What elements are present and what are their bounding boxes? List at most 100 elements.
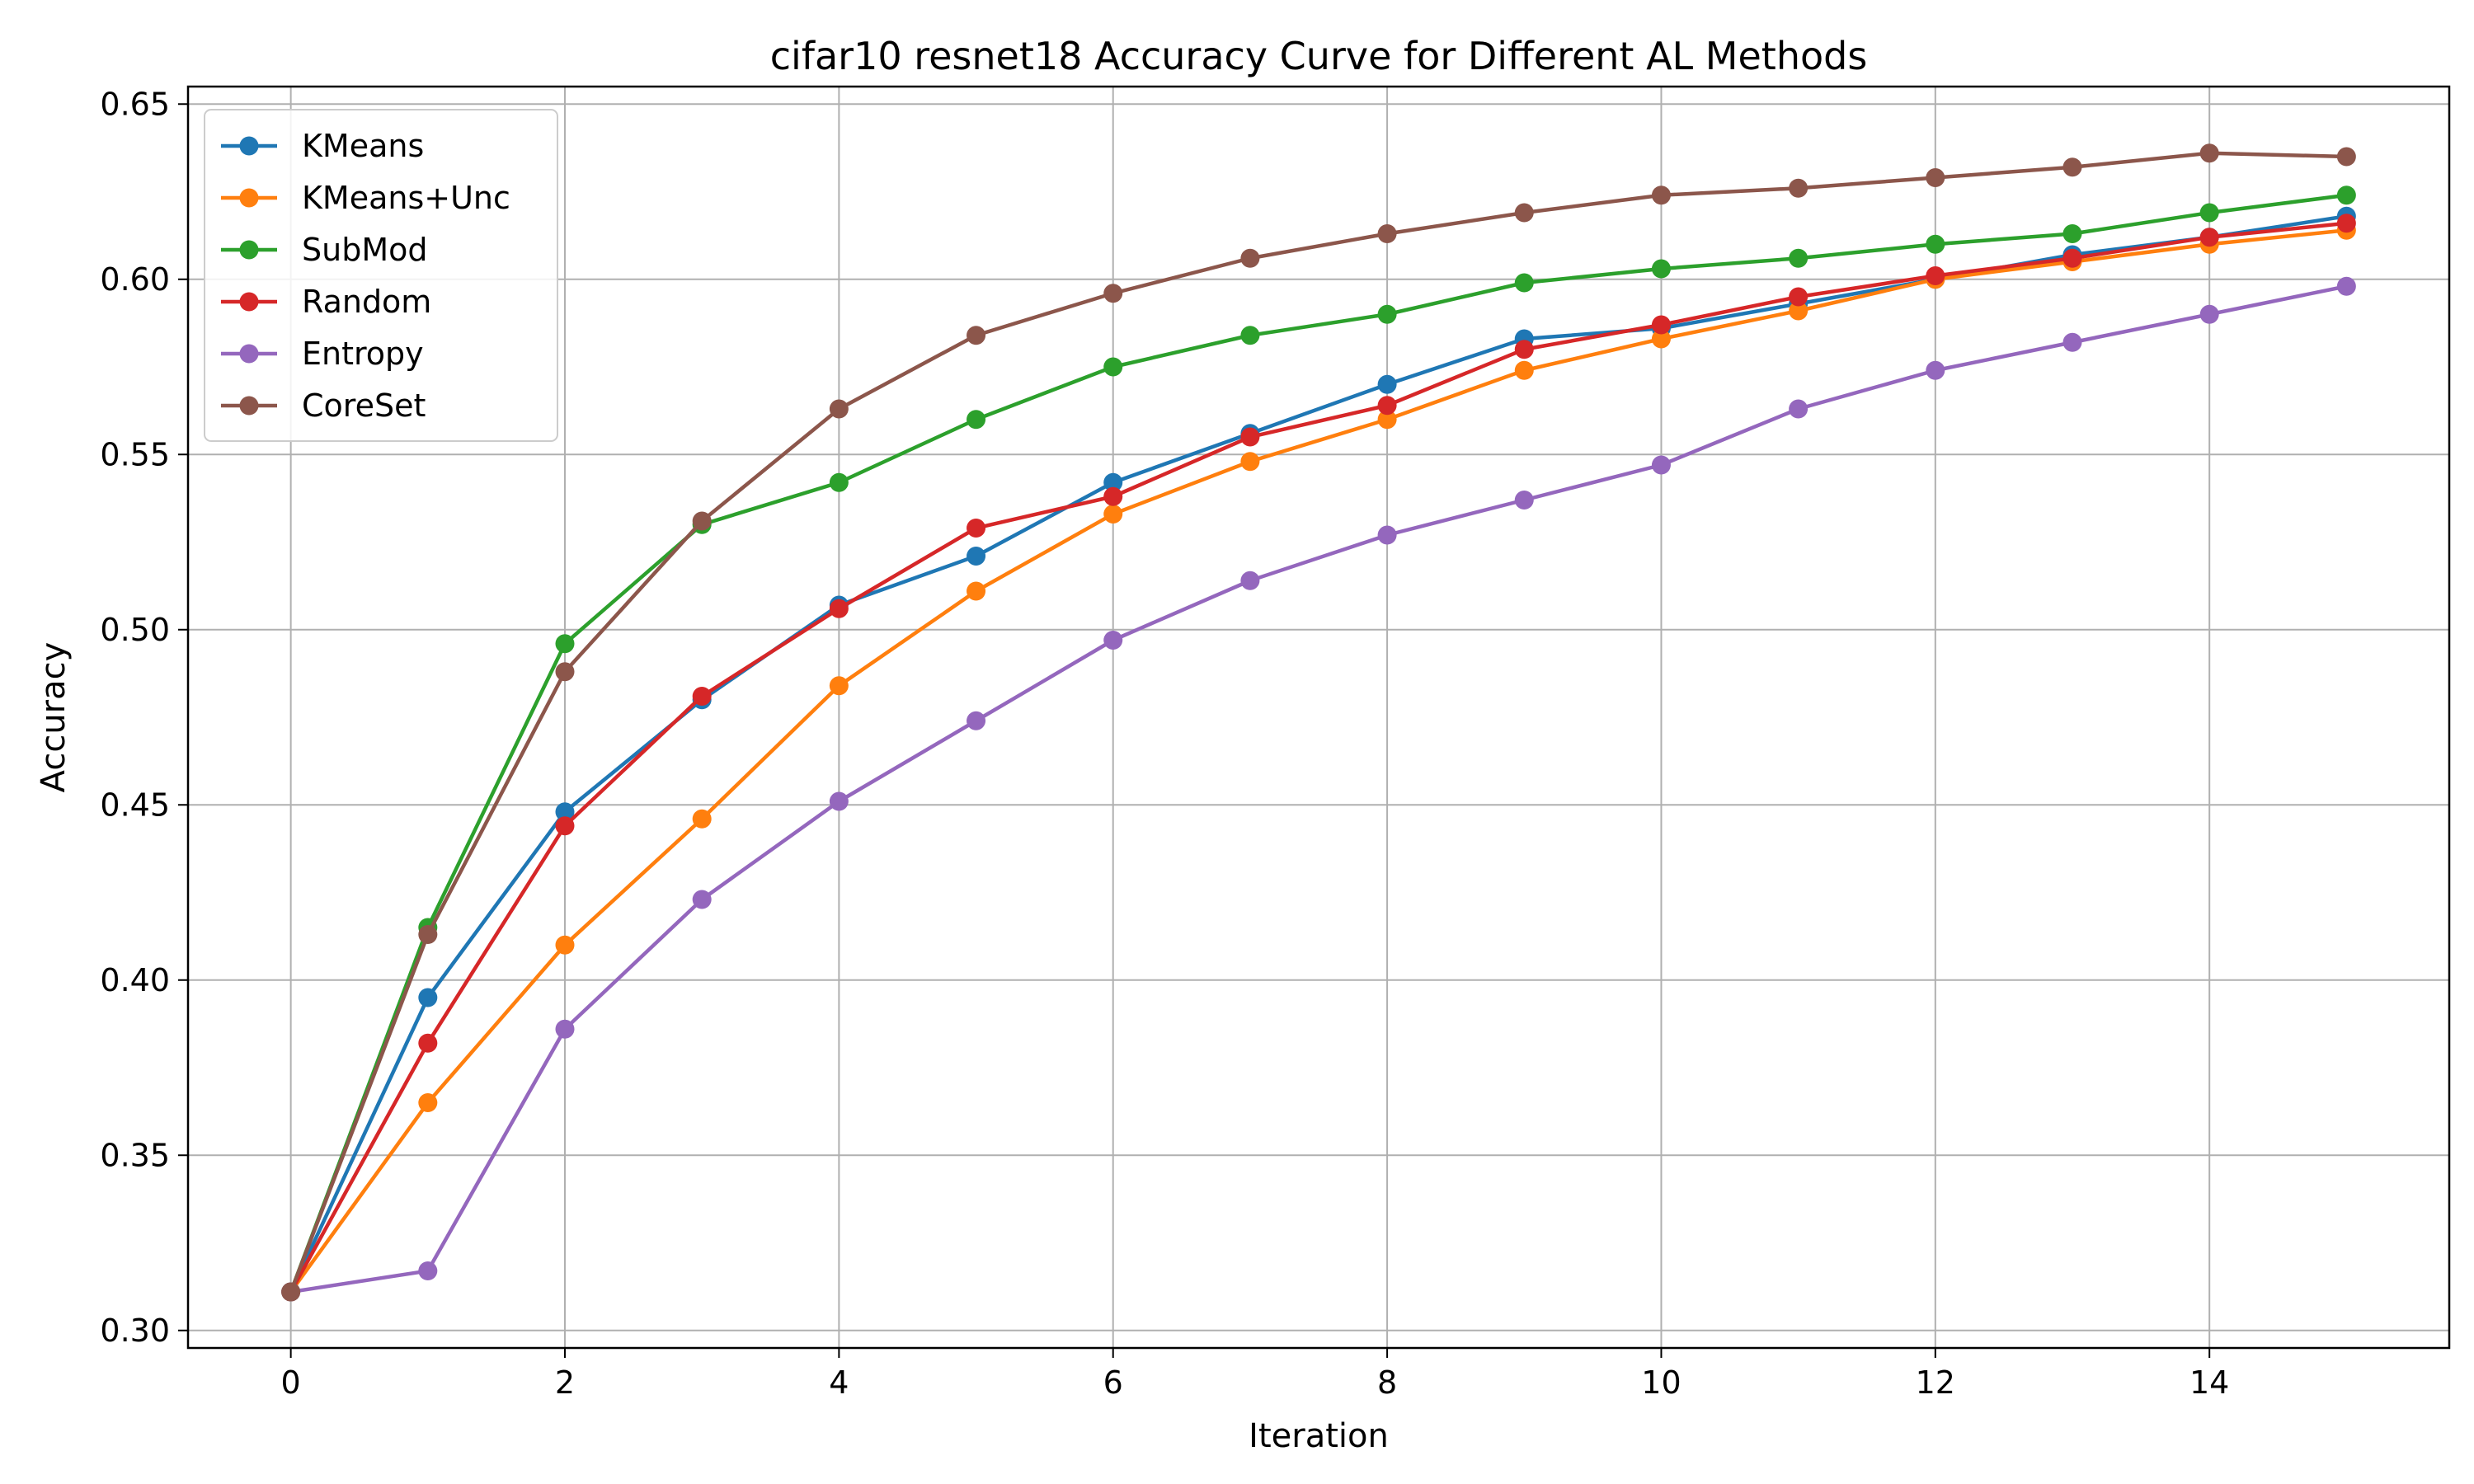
data-point-coreset bbox=[1103, 284, 1123, 303]
series-kmeans-unc bbox=[281, 220, 2356, 1302]
data-point-entropy bbox=[1514, 491, 1534, 510]
data-point-kmeans-unc bbox=[1377, 410, 1397, 430]
data-point-submod bbox=[829, 472, 849, 492]
data-point-entropy bbox=[418, 1261, 438, 1280]
series-line-random bbox=[289, 221, 2347, 1294]
data-point-entropy bbox=[692, 890, 712, 909]
legend-item: KMeans bbox=[221, 128, 424, 164]
data-point-entropy bbox=[555, 1019, 575, 1039]
data-series bbox=[281, 143, 2356, 1302]
data-point-kmeans-unc bbox=[555, 935, 575, 955]
data-point-coreset bbox=[1377, 224, 1397, 243]
x-tick-label: 14 bbox=[2189, 1364, 2229, 1401]
data-point-coreset bbox=[829, 399, 849, 419]
legend-label: Entropy bbox=[302, 336, 424, 372]
data-point-random bbox=[555, 816, 575, 836]
x-tick-label: 0 bbox=[281, 1364, 301, 1401]
y-tick-label: 0.65 bbox=[100, 86, 170, 122]
x-tick-label: 6 bbox=[1103, 1364, 1123, 1401]
legend-item: CoreSet bbox=[221, 387, 426, 424]
data-point-random bbox=[1514, 340, 1534, 359]
data-point-submod bbox=[555, 634, 575, 654]
data-point-kmeans bbox=[418, 988, 438, 1007]
data-point-entropy bbox=[1789, 399, 1808, 419]
data-point-entropy bbox=[2062, 332, 2082, 352]
legend-swatch-marker bbox=[239, 396, 259, 416]
series-line-coreset bbox=[289, 151, 2347, 1293]
data-point-random bbox=[2336, 214, 2356, 233]
data-point-kmeans bbox=[1377, 374, 1397, 394]
plot-area-frame bbox=[186, 85, 2451, 1350]
data-point-entropy bbox=[1651, 455, 1671, 475]
data-point-kmeans-unc bbox=[1651, 329, 1671, 349]
series-line-kmeans bbox=[289, 214, 2347, 1293]
y-tick-label: 0.55 bbox=[100, 436, 170, 472]
data-point-submod bbox=[1103, 357, 1123, 377]
data-point-kmeans-unc bbox=[1514, 360, 1534, 380]
legend-label: KMeans+Unc bbox=[302, 180, 510, 216]
y-tick-label: 0.45 bbox=[100, 787, 170, 823]
data-point-coreset bbox=[1789, 178, 1808, 198]
data-point-coreset bbox=[418, 925, 438, 944]
data-point-submod bbox=[1926, 234, 1945, 254]
y-tick-label: 0.40 bbox=[100, 962, 170, 998]
y-tick-label: 0.35 bbox=[100, 1137, 170, 1173]
data-point-kmeans-unc bbox=[1240, 452, 1260, 472]
data-point-random bbox=[967, 519, 986, 538]
legend-box bbox=[204, 109, 558, 442]
data-point-coreset bbox=[2062, 157, 2082, 177]
data-point-random bbox=[1103, 486, 1123, 506]
x-tick-label: 2 bbox=[555, 1364, 575, 1401]
data-point-random bbox=[829, 599, 849, 618]
data-point-entropy bbox=[967, 711, 986, 730]
data-point-random bbox=[692, 687, 712, 706]
y-axis-label: Accuracy bbox=[35, 642, 73, 793]
data-point-entropy bbox=[1926, 360, 1945, 380]
series-random bbox=[281, 214, 2356, 1302]
x-tick-label: 10 bbox=[1641, 1364, 1681, 1401]
data-point-coreset bbox=[967, 326, 986, 345]
series-coreset bbox=[281, 143, 2356, 1302]
series-line-kmeans-unc bbox=[289, 228, 2347, 1294]
y-tick-label: 0.60 bbox=[100, 261, 170, 298]
legend: KMeans KMeans+Unc SubMod Random Entropy CoreS… bbox=[204, 109, 558, 442]
series-kmeans bbox=[281, 206, 2356, 1302]
data-point-coreset bbox=[2336, 147, 2356, 167]
legend-label: SubMod bbox=[302, 232, 427, 268]
data-point-coreset bbox=[1926, 168, 1945, 187]
legend-label: KMeans bbox=[302, 128, 424, 164]
data-point-random bbox=[1377, 396, 1397, 416]
data-point-coreset bbox=[2199, 143, 2219, 163]
data-point-kmeans-unc bbox=[967, 581, 986, 601]
legend-label: CoreSet bbox=[302, 387, 426, 424]
data-point-entropy bbox=[1377, 525, 1397, 545]
data-point-entropy bbox=[1103, 631, 1123, 650]
legend-item: SubMod bbox=[221, 232, 427, 268]
data-point-random bbox=[418, 1033, 438, 1053]
data-point-submod bbox=[1789, 248, 1808, 268]
data-point-kmeans bbox=[967, 547, 986, 566]
data-point-submod bbox=[1651, 259, 1671, 279]
data-point-submod bbox=[1514, 273, 1534, 293]
legend-swatch-marker bbox=[239, 344, 259, 364]
x-tick-label: 4 bbox=[829, 1364, 849, 1401]
data-point-random bbox=[2199, 228, 2219, 247]
series-submod bbox=[281, 186, 2356, 1302]
x-axis-label: Iteration bbox=[1249, 1417, 1389, 1455]
legend-swatch-marker bbox=[239, 292, 259, 312]
legend-item: KMeans+Unc bbox=[221, 180, 510, 216]
data-point-random bbox=[1240, 427, 1260, 447]
data-point-submod bbox=[967, 410, 986, 430]
data-point-entropy bbox=[2336, 276, 2356, 296]
axis-ticks: 0 2 4 6 8 10 12 14 0.30 0.35 0.40 0.45 0.50 0.55 0.60 0… bbox=[100, 86, 2229, 1401]
data-point-coreset bbox=[281, 1282, 301, 1302]
legend-swatch-marker bbox=[239, 240, 259, 260]
data-point-submod bbox=[1240, 326, 1260, 345]
data-point-kmeans bbox=[555, 802, 575, 822]
data-point-kmeans-unc bbox=[692, 809, 712, 829]
data-point-random bbox=[1789, 287, 1808, 307]
data-point-coreset bbox=[1240, 248, 1260, 268]
data-point-coreset bbox=[692, 511, 712, 531]
